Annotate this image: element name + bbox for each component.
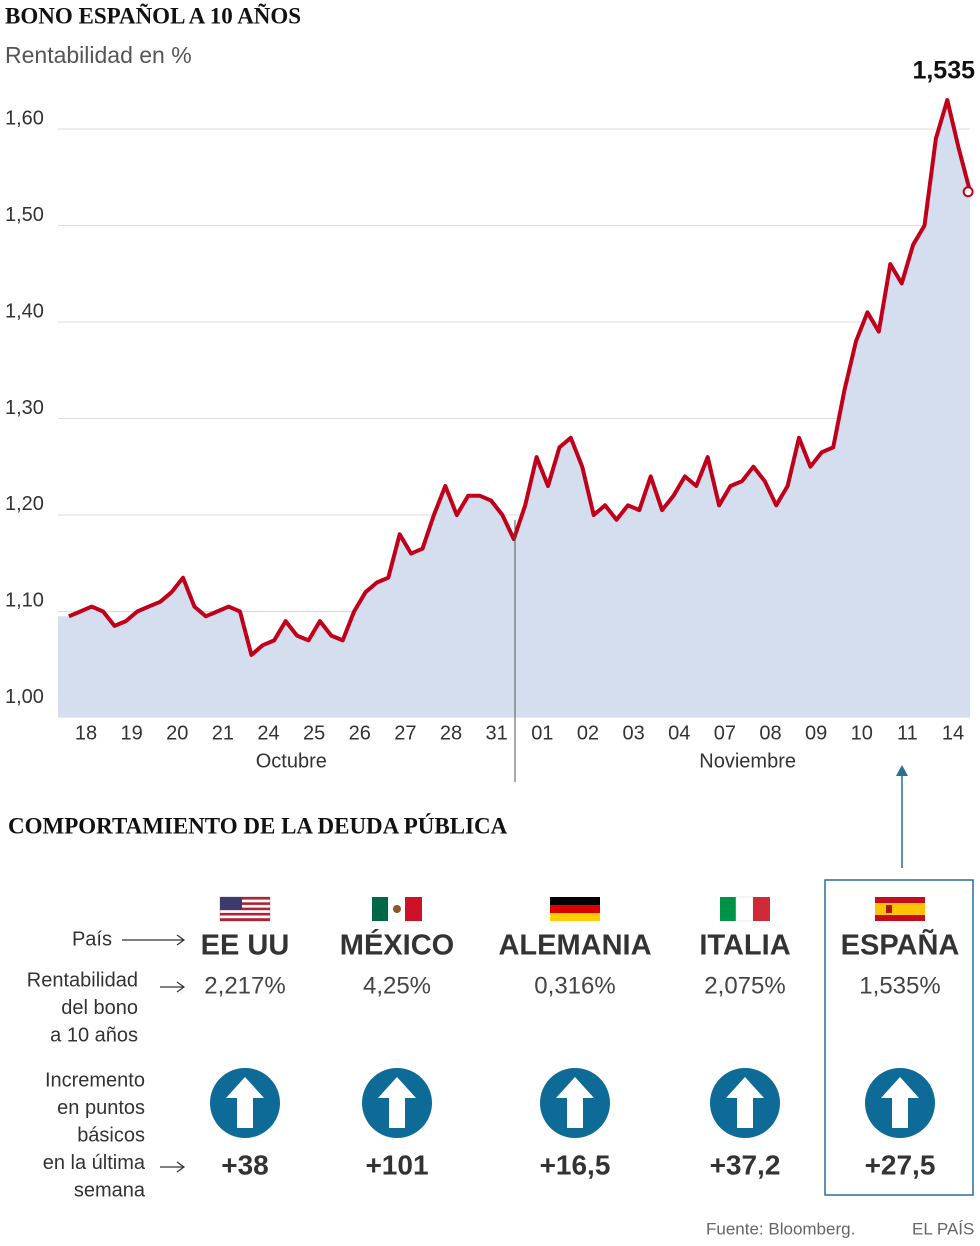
section-title: COMPORTAMIENTO DE LA DEUDA PÚBLICA <box>8 813 508 838</box>
chart-subtitle: Rentabilidad en % <box>5 42 192 68</box>
up-arrow <box>556 1077 594 1128</box>
pointer-arrow <box>896 765 908 868</box>
yield: 0,316% <box>534 972 615 999</box>
x-tick-label: 24 <box>257 722 279 744</box>
increment: +16,5 <box>540 1149 611 1180</box>
country: MÉXICO <box>340 928 454 962</box>
y-tick-label: 1,00 <box>5 686 44 708</box>
yield: 1,535% <box>859 972 940 999</box>
country: EE UU <box>201 930 290 962</box>
y-tick-label: 1,10 <box>5 590 44 612</box>
increment: +27,5 <box>865 1149 936 1180</box>
y-tick-label: 1,20 <box>5 493 44 515</box>
row-arrows <box>122 934 186 1173</box>
x-tick-label: 11 <box>897 722 918 744</box>
x-tick-label: 26 <box>349 722 371 744</box>
increment: +101 <box>365 1149 428 1180</box>
plot: 1,00 1,10 1,20 1,30 1,40 1,50 1,60 18 19 20 21 24 25… <box>5 57 975 773</box>
row-label: semana <box>74 1179 146 1201</box>
yield: 2,217% <box>204 972 285 999</box>
x-tick-label: 02 <box>577 722 599 744</box>
up-arrow <box>726 1077 764 1128</box>
x-tick-label: 08 <box>759 722 781 744</box>
row-label: Incremento <box>45 1069 145 1091</box>
x-tick-label: 28 <box>440 722 462 744</box>
y-tick-label: 1,40 <box>5 300 44 322</box>
end-label: 1,535 <box>912 57 975 85</box>
chart-title: BONO ESPAÑOL A 10 AÑOS <box>5 3 301 28</box>
month-label: Octubre <box>256 750 327 772</box>
x-tick-label: 07 <box>714 722 736 744</box>
x-tick-label: 31 <box>486 722 508 744</box>
source: Fuente: Bloomberg. <box>706 1219 855 1238</box>
x-tick-label: 21 <box>212 722 234 744</box>
x-tick-label: 09 <box>805 722 827 744</box>
x-tick-label: 14 <box>942 722 964 744</box>
row-label: básicos <box>77 1124 145 1146</box>
row-label: a 10 años <box>50 1024 138 1046</box>
y-tick-label: 1,60 <box>5 107 44 129</box>
up-arrow <box>378 1077 416 1128</box>
table: EE UU 2,217% +38 MÉXICO 4,25% +101 ALEMANIA 0,3… <box>27 928 960 1202</box>
x-tick-label: 01 <box>531 722 553 744</box>
up-arrow <box>881 1077 919 1128</box>
row-label: en la última <box>43 1152 146 1174</box>
country: ITALIA <box>699 930 790 962</box>
increment: +37,2 <box>710 1149 781 1180</box>
x-tick-label: 20 <box>166 722 188 744</box>
x-tick-label: 18 <box>75 722 97 744</box>
x-tick-label: 19 <box>121 722 143 744</box>
yield: 4,25% <box>363 972 431 999</box>
increment: +38 <box>221 1149 269 1180</box>
line <box>68 98 973 657</box>
area <box>58 100 971 718</box>
country: ESPAÑA <box>841 928 960 962</box>
x-tick-label: 25 <box>303 722 325 744</box>
y-tick-label: 1,50 <box>5 204 44 226</box>
row-label: en puntos <box>57 1097 145 1119</box>
month-label: Noviembre <box>699 750 796 772</box>
x-tick-label: 27 <box>394 722 416 744</box>
flags <box>219 896 925 922</box>
up-arrow <box>226 1077 264 1128</box>
end-marker <box>962 186 974 198</box>
highlight-box <box>824 879 974 1196</box>
y-tick-label: 1,30 <box>5 397 44 419</box>
x-tick-label: 03 <box>622 722 644 744</box>
country: ALEMANIA <box>498 930 651 962</box>
row-label: Rentabilidad <box>27 969 138 991</box>
yield: 2,075% <box>704 972 785 999</box>
row-label: País <box>72 928 112 950</box>
row-label: del bono <box>61 997 138 1019</box>
x-tick-label: 10 <box>851 722 873 744</box>
brand: EL PAÍS <box>912 1219 974 1238</box>
x-tick-label: 04 <box>668 722 690 744</box>
